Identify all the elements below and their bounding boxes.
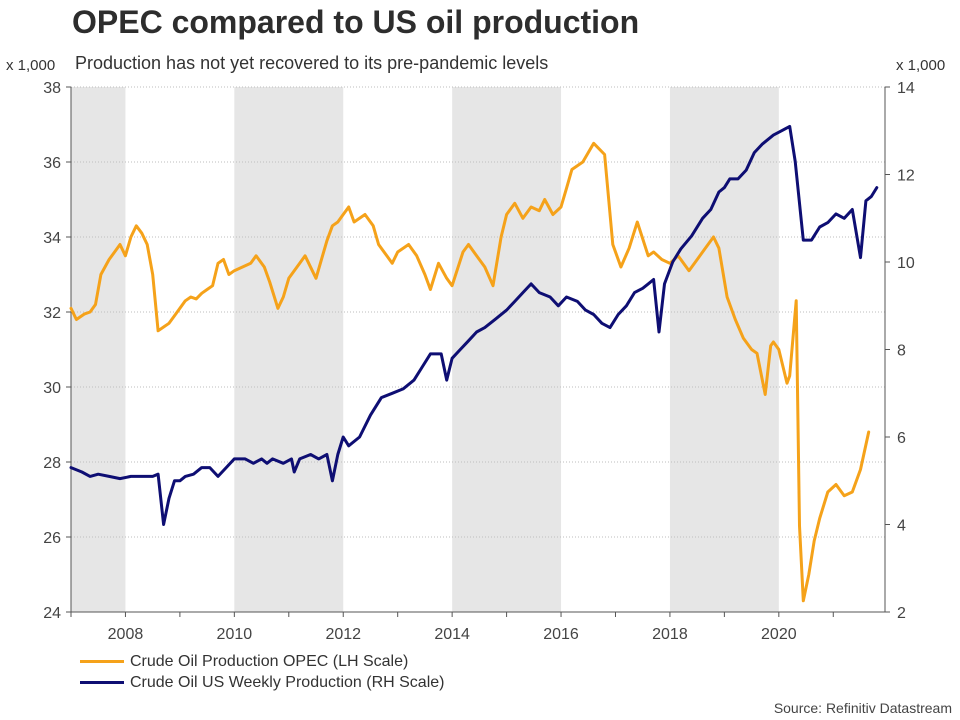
right-tick-label-12: 12 [897,168,915,185]
shaded-period-2 [452,87,562,612]
left-tick-label-24: 24 [43,605,61,622]
left-tick-label-32: 32 [43,305,61,322]
legend-swatch-opec [80,660,124,663]
left-tick-label-28: 28 [43,455,61,472]
right-tick-label-10: 10 [897,255,915,272]
legend-label-opec: Crude Oil Production OPEC (LH Scale) [130,652,409,670]
right-tick-label-6: 6 [897,430,906,447]
left-tick-label-26: 26 [43,530,61,547]
right-tick-label-14: 14 [897,80,915,97]
series-line-opec [69,141,871,603]
legend-swatch-us [80,681,124,684]
x-tick-label-2018: 2018 [652,626,688,643]
left-tick-label-30: 30 [43,380,61,397]
right-tick-label-2: 2 [897,605,906,622]
x-tick-label-2020: 2020 [761,626,797,643]
legend: Crude Oil Production OPEC (LH Scale) Cru… [80,651,444,693]
right-axis-unit-label: x 1,000 [896,57,946,74]
shaded-period-1 [234,87,344,612]
legend-item-us: Crude Oil US Weekly Production (RH Scale… [80,672,444,693]
left-axis-unit-label: x 1,000 [6,57,56,74]
legend-label-us: Crude Oil US Weekly Production (RH Scale… [130,673,445,691]
x-tick-label-2012: 2012 [325,626,361,643]
source-note: Source: Refinitiv Datastream [773,700,952,716]
right-tick-label-4: 4 [897,518,906,535]
x-tick-label-2008: 2008 [108,626,144,643]
left-tick-label-38: 38 [43,80,61,97]
chart-subtitle: Production has not yet recovered to its … [75,53,549,73]
x-tick-label-2016: 2016 [543,626,579,643]
legend-item-opec: Crude Oil Production OPEC (LH Scale) [80,651,444,672]
chart-title: OPEC compared to US oil production [72,4,640,40]
shaded-period-3 [669,87,779,612]
x-tick-label-2014: 2014 [434,626,470,643]
shaded-period-0 [71,87,126,612]
right-tick-label-8: 8 [897,343,906,360]
left-tick-label-34: 34 [43,230,61,247]
series-line-us [69,124,879,526]
left-tick-label-36: 36 [43,155,61,172]
x-tick-label-2010: 2010 [217,626,253,643]
